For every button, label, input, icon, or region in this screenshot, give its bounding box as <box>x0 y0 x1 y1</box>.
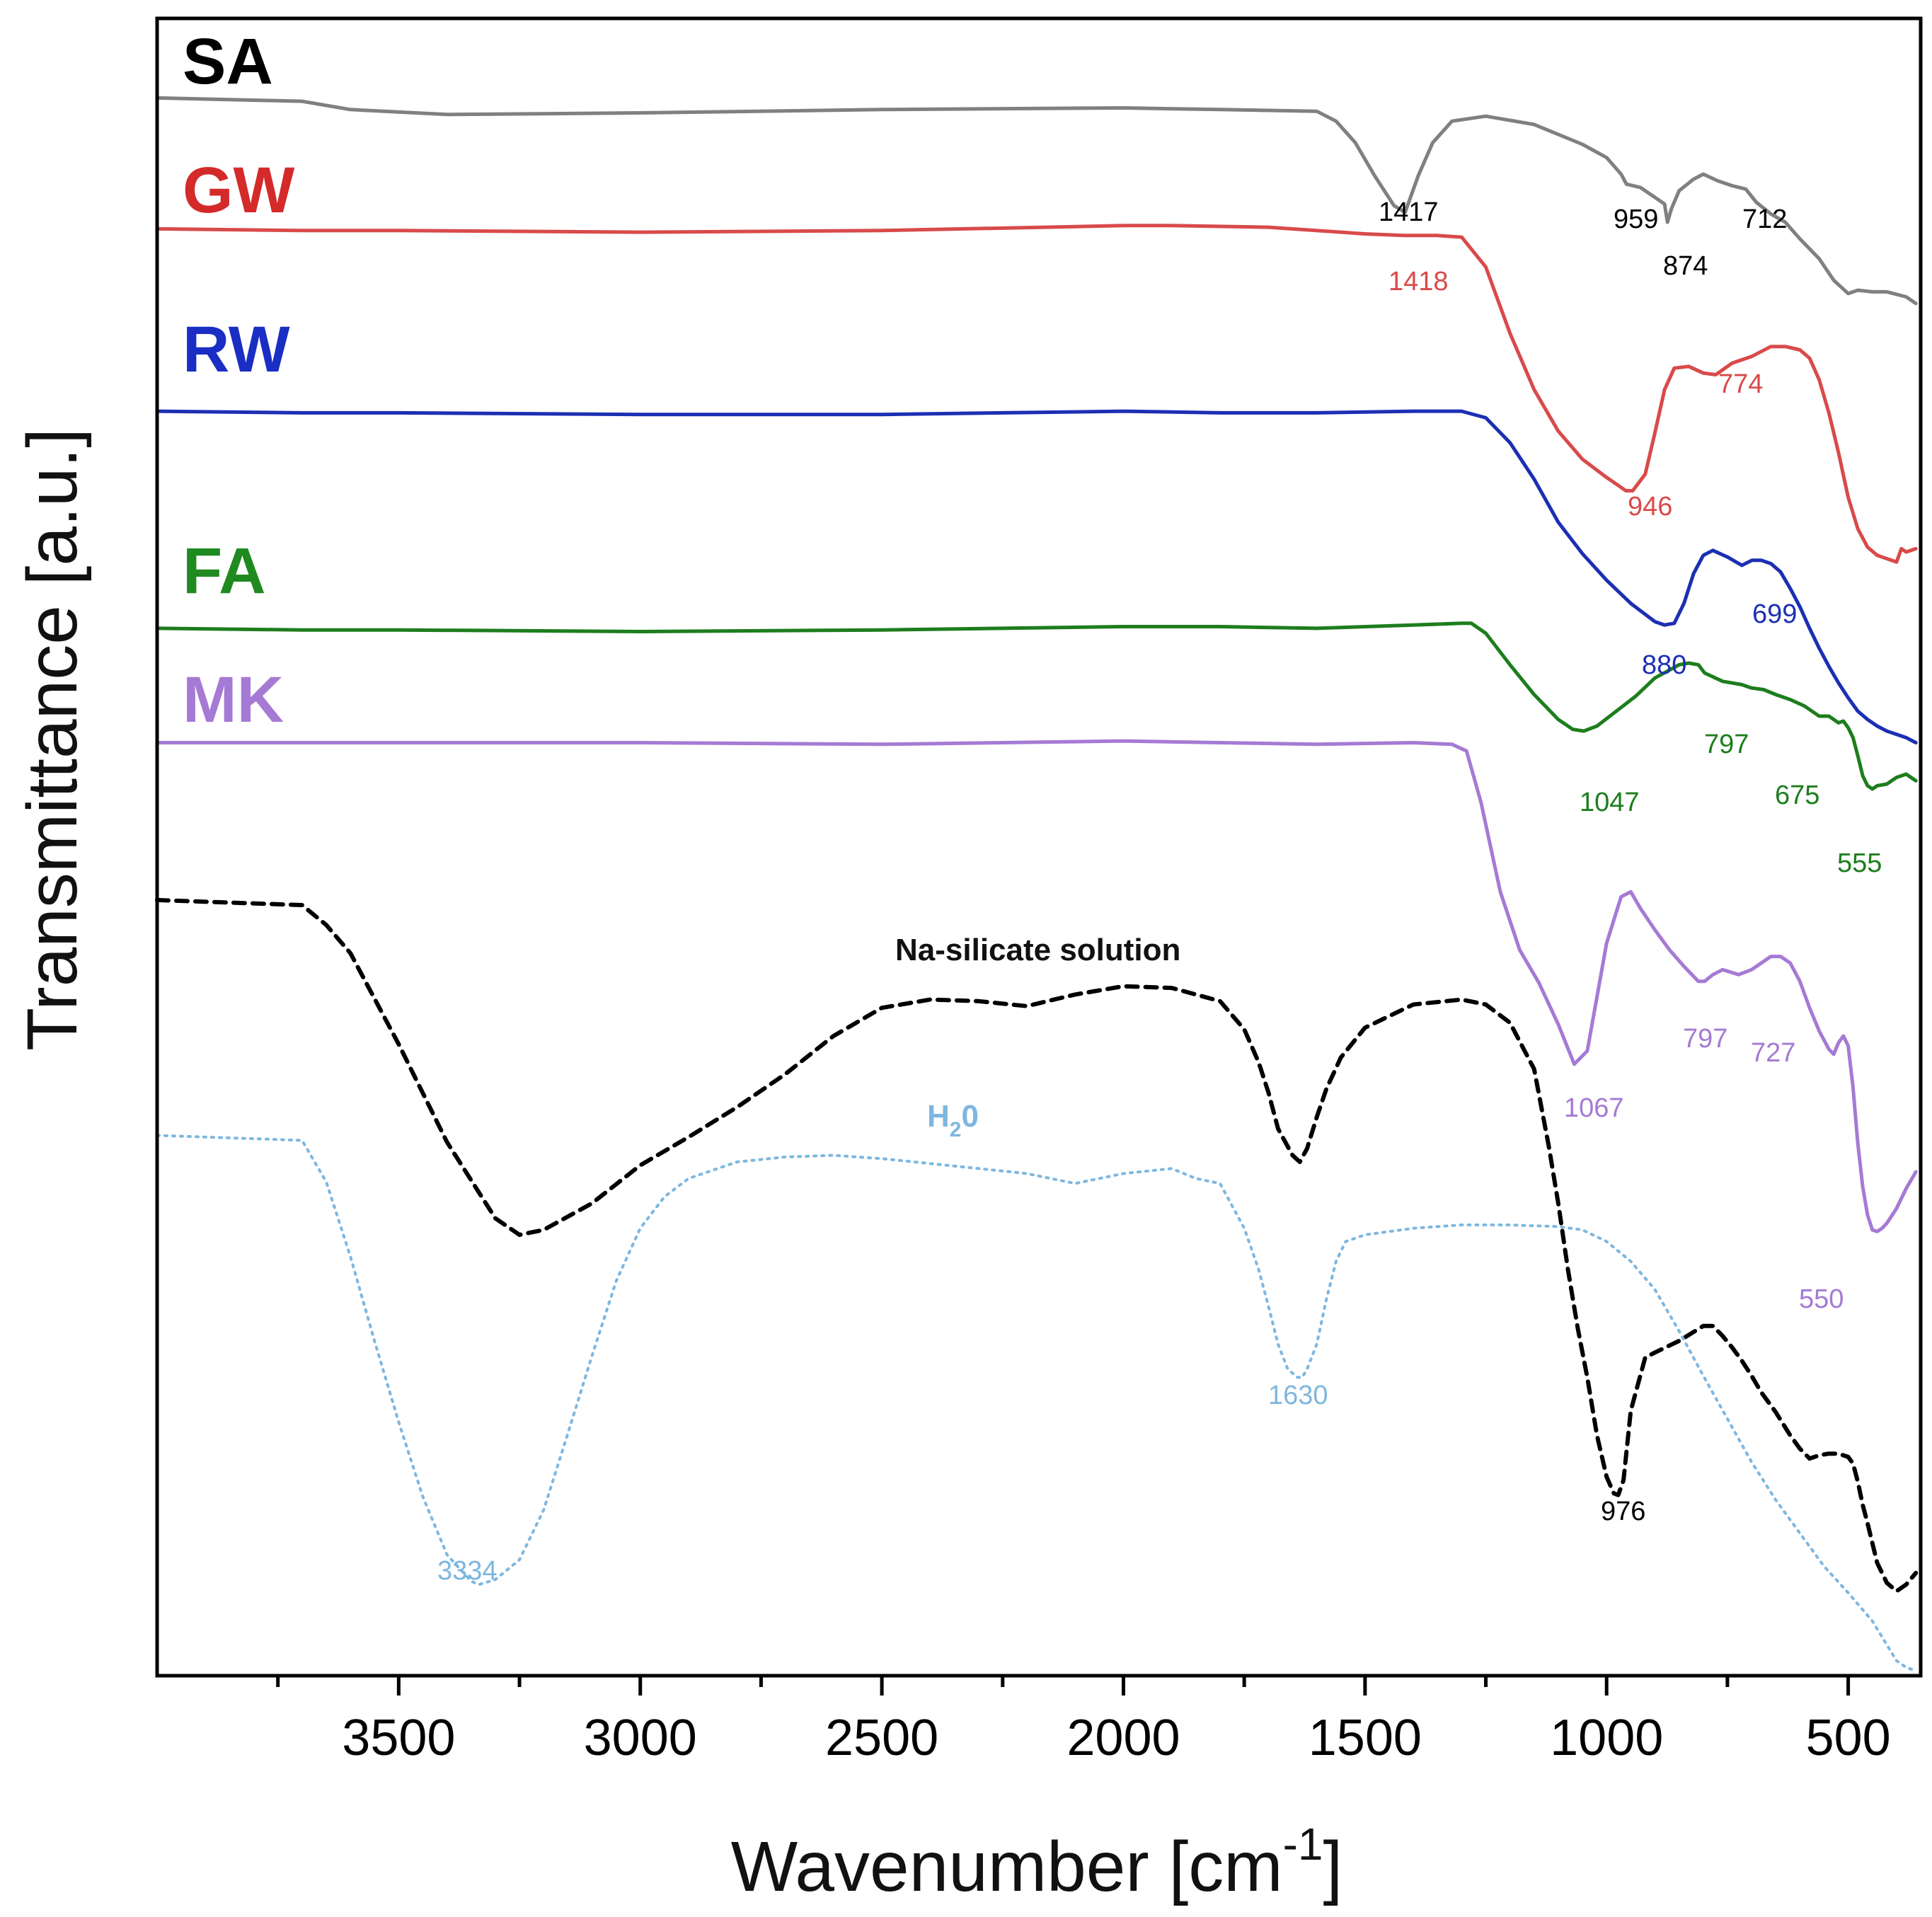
x-axis-title-main: Wavenumber [cm <box>731 1827 1283 1906</box>
peak-label-mk-727: 727 <box>1751 1038 1795 1068</box>
x-tick-label: 2500 <box>825 1710 938 1766</box>
peak-label-mk-550: 550 <box>1799 1284 1844 1314</box>
peak-label-na-silicate-976: 976 <box>1601 1497 1645 1526</box>
series-label-fa: FA <box>183 535 266 607</box>
series-line-sa <box>155 96 1918 306</box>
series-label-sa: SA <box>183 25 273 98</box>
series-line-h20 <box>156 1134 1918 1672</box>
peak-label-sa-874: 874 <box>1663 251 1708 281</box>
x-tick-label: 3500 <box>342 1710 455 1766</box>
peak-annotations: 1417 959 874 712 1418 774 946 699 880 79… <box>437 197 1882 1586</box>
x-tick-label: 1000 <box>1550 1710 1663 1766</box>
x-axis-title: Wavenumber [cm-1] <box>731 1819 1343 1906</box>
peak-label-gw-774: 774 <box>1718 369 1763 399</box>
y-axis-title: Transmittance [a.u.] <box>13 428 92 1051</box>
h2o-label: H20 <box>927 1099 979 1141</box>
peak-label-fa-675: 675 <box>1775 781 1819 810</box>
peak-label-mk-797: 797 <box>1683 1024 1727 1054</box>
peak-label-rw-880: 880 <box>1642 650 1686 680</box>
series-label-gw: GW <box>183 154 295 226</box>
peak-label-mk-1067: 1067 <box>1564 1093 1624 1123</box>
series-labels: SA GW RW FA MK <box>183 25 295 736</box>
series-line-na-silicate-solution <box>155 897 1919 1594</box>
x-tick-label: 3000 <box>584 1710 697 1766</box>
na-silicate-label: Na-silicate solution <box>895 933 1180 967</box>
peak-label-fa-1047: 1047 <box>1580 788 1640 817</box>
h2o-label-sub: 2 <box>950 1118 962 1141</box>
peak-label-fa-797: 797 <box>1704 730 1749 759</box>
x-axis-title-sup: -1 <box>1283 1819 1323 1870</box>
peak-label-h2o-1630: 1630 <box>1268 1381 1328 1410</box>
peak-label-sa-959: 959 <box>1614 205 1658 234</box>
h2o-label-end: 0 <box>961 1099 978 1134</box>
series-line-rw <box>155 409 1918 744</box>
x-tick-label: 1500 <box>1309 1710 1422 1766</box>
peak-label-h2o-3334: 3334 <box>437 1556 498 1586</box>
peak-label-sa-712: 712 <box>1742 205 1787 234</box>
x-axis-title-end: ] <box>1323 1827 1342 1906</box>
series-line-gw <box>155 224 1918 564</box>
peak-label-fa-555: 555 <box>1837 848 1882 878</box>
peak-label-gw-1418: 1418 <box>1388 267 1449 297</box>
plot-frame <box>155 16 1923 1678</box>
series-label-mk: MK <box>183 664 284 736</box>
peak-label-gw-946: 946 <box>1628 492 1672 522</box>
peak-label-sa-1417: 1417 <box>1379 197 1439 227</box>
peak-label-rw-699: 699 <box>1752 599 1797 629</box>
series-line-fa <box>155 621 1918 791</box>
x-axis-ticks: 3500 3000 2500 2000 1500 1000 500 <box>276 1676 1891 1766</box>
x-tick-label: 500 <box>1806 1710 1891 1766</box>
x-tick-label: 2000 <box>1066 1710 1180 1766</box>
h2o-label-main: H <box>927 1099 950 1134</box>
series-traces <box>155 96 1919 1672</box>
series-label-rw: RW <box>183 313 290 386</box>
series-line-mk <box>155 739 1918 1233</box>
